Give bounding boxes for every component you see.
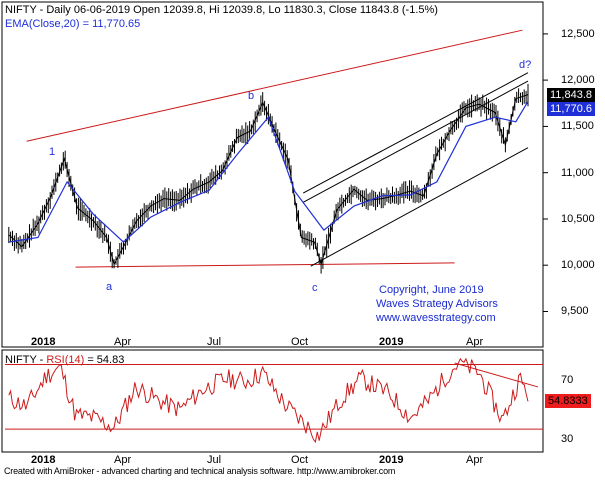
rsi-x-label-2019: 2019 (379, 454, 404, 466)
price-tick-label: 12,000 (561, 74, 595, 86)
wave-label-a: a (106, 281, 113, 293)
amibroker-footer: Created with AmiBroker - advanced charti… (4, 466, 396, 476)
rsi-tick-70: 70 (561, 374, 574, 386)
ema-legend: EMA(Close,20) = 11,770.65 (5, 18, 141, 30)
rsi-value-tag: 54.8333 (545, 394, 591, 408)
ema-series-line (8, 101, 529, 243)
wave-label-1: 1 (49, 146, 56, 158)
wave-label-b: b (248, 90, 255, 102)
rsi-series-line (8, 357, 529, 444)
rsi-x-label-apr-2018: Apr (114, 454, 132, 466)
wave-label-c: c (312, 282, 318, 294)
rsi-x-label-2018: 2018 (31, 454, 56, 466)
rsi-x-label-jul-2018: Jul (207, 454, 222, 466)
x-label-apr-2019: Apr (466, 336, 484, 348)
rsi-legend: NIFTY - RSI(14) = 54.83 (5, 354, 124, 366)
copyright-line-2: Waves Strategy Advisors (376, 298, 498, 310)
trendline-upper-red (26, 29, 523, 142)
trendline-lower-red (75, 262, 455, 268)
trendline-channel-top (302, 72, 529, 194)
rsi-x-label-oct-2018: Oct (291, 454, 309, 466)
rsi-legend-value: = 54.83 (87, 354, 125, 366)
rsi-x-label-apr-2019: Apr (466, 454, 484, 466)
trendline-channel-middle (302, 80, 529, 203)
copyright-line-1: Copyright, June 2019 (379, 284, 484, 296)
rsi-legend-indicator: RSI(14) (46, 354, 85, 366)
x-label-apr-2018: Apr (114, 336, 132, 348)
price-tick-label: 10,500 (561, 213, 595, 225)
trendline-channel-bottom (310, 147, 529, 267)
copyright-line-3: www.wavesstrategy.com (376, 312, 496, 324)
rsi-tick-30: 30 (561, 433, 574, 445)
price-tick-label: 11,500 (561, 120, 594, 132)
price-candles (8, 83, 529, 274)
price-tick-label: 9,500 (561, 305, 589, 317)
price-tick-label: 12,500 (561, 28, 595, 40)
rsi-guide-resistance (454, 362, 539, 388)
price-chart-title: NIFTY - Daily 06-06-2019 Open 12039.8, H… (5, 4, 438, 16)
close-price-tag: 11,843.8 (547, 88, 596, 102)
x-label-2018: 2018 (31, 336, 56, 348)
price-tick-label: 10,000 (561, 259, 595, 271)
x-label-2019: 2019 (379, 336, 404, 348)
x-label-oct-2018: Oct (291, 336, 309, 348)
rsi-legend-symbol: NIFTY - (5, 354, 47, 366)
x-label-jul-2018: Jul (207, 336, 222, 348)
price-tick-label: 11,000 (561, 167, 594, 179)
ema-price-tag: 11,770.6 (547, 102, 596, 116)
wave-label-d: d? (519, 59, 532, 71)
